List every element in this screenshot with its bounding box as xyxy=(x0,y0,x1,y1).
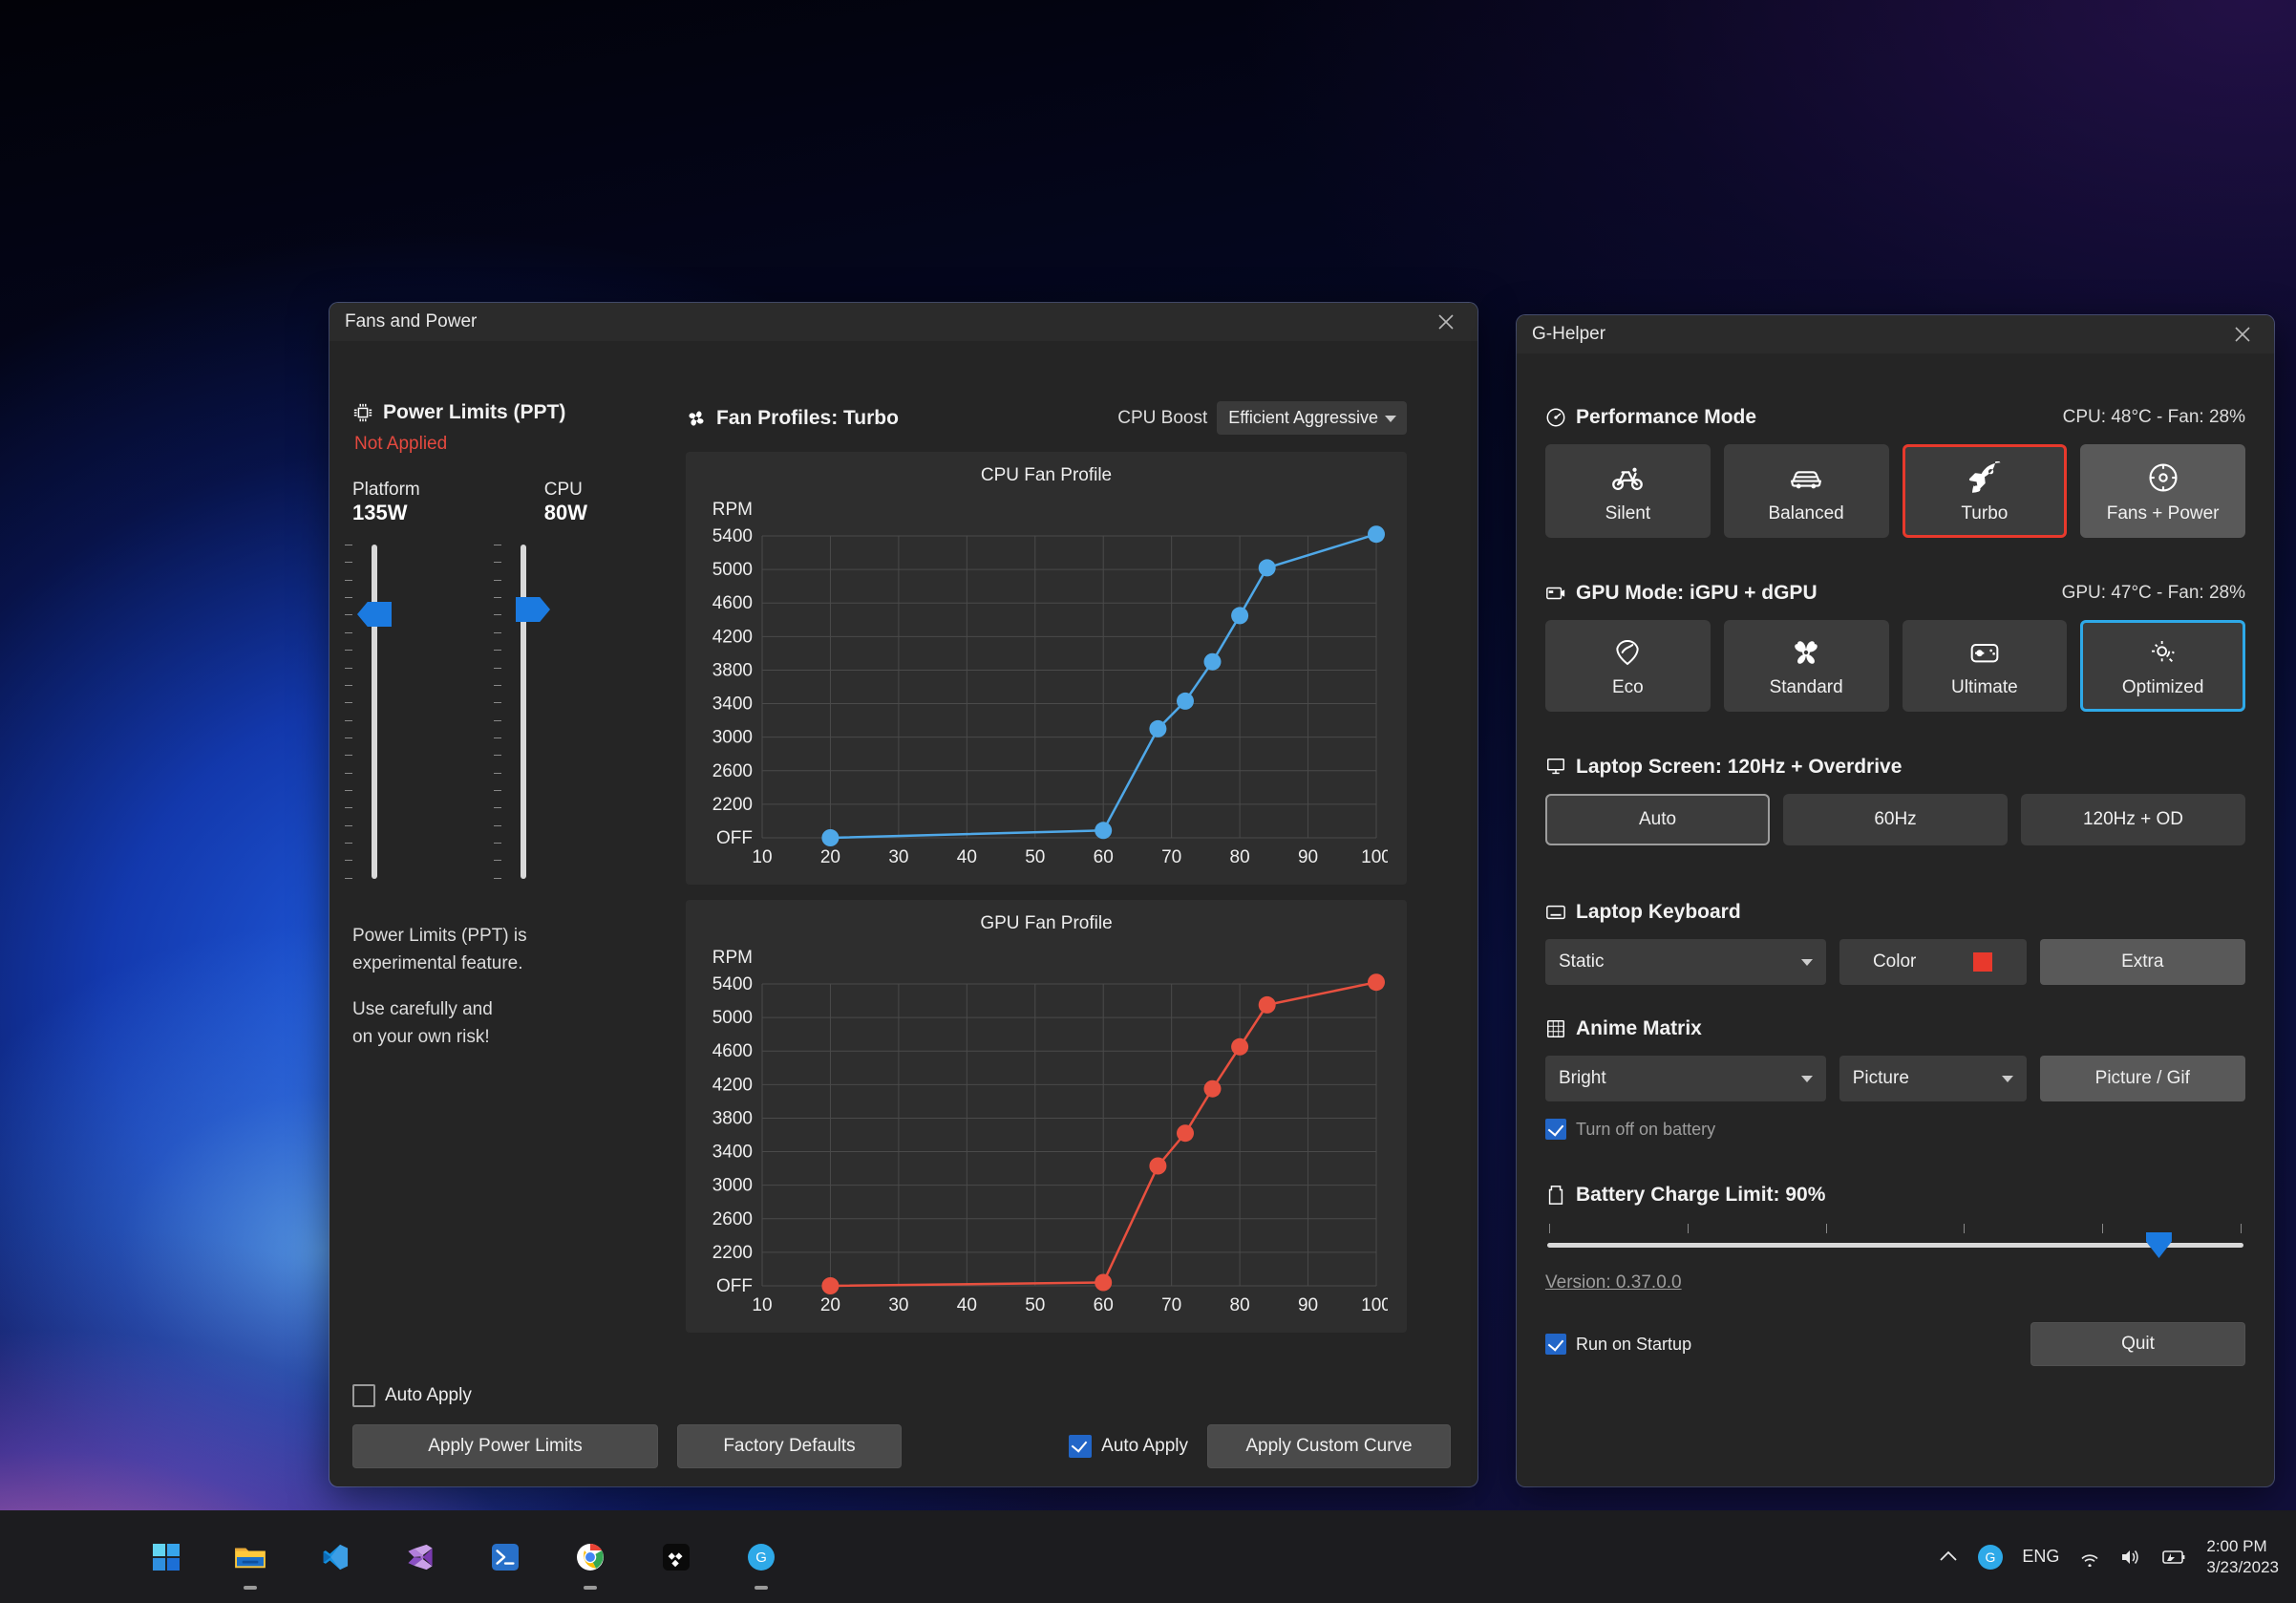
svg-text:30: 30 xyxy=(888,847,908,867)
svg-text:90: 90 xyxy=(1298,847,1318,867)
svg-text:40: 40 xyxy=(957,1295,977,1315)
svg-text:3000: 3000 xyxy=(712,728,753,748)
svg-text:3000: 3000 xyxy=(712,1176,753,1196)
svg-text:G: G xyxy=(755,1550,767,1566)
svg-text:2600: 2600 xyxy=(712,761,753,781)
svg-text:OFF: OFF xyxy=(716,1276,753,1296)
svg-text:2600: 2600 xyxy=(712,1209,753,1229)
svg-text:2200: 2200 xyxy=(712,795,753,815)
svg-text:3400: 3400 xyxy=(712,1143,753,1163)
svg-text:20: 20 xyxy=(820,1295,840,1315)
svg-text:4600: 4600 xyxy=(712,1041,753,1061)
svg-text:60: 60 xyxy=(1094,847,1114,867)
svg-text:3400: 3400 xyxy=(712,695,753,715)
svg-text:5400: 5400 xyxy=(712,526,753,546)
svg-text:90: 90 xyxy=(1298,1295,1318,1315)
svg-text:4200: 4200 xyxy=(712,627,753,647)
svg-text:70: 70 xyxy=(1161,1295,1181,1315)
svg-text:80: 80 xyxy=(1230,1295,1250,1315)
svg-text:100: 100 xyxy=(1361,847,1388,867)
svg-text:30: 30 xyxy=(888,1295,908,1315)
svg-text:10: 10 xyxy=(752,847,772,867)
svg-text:2200: 2200 xyxy=(712,1243,753,1263)
svg-text:40: 40 xyxy=(957,847,977,867)
svg-text:G: G xyxy=(1986,1550,1996,1565)
svg-text:50: 50 xyxy=(1025,847,1045,867)
svg-text:70: 70 xyxy=(1161,847,1181,867)
svg-text:5000: 5000 xyxy=(712,1008,753,1028)
svg-text:RPM: RPM xyxy=(712,948,753,968)
svg-text:80: 80 xyxy=(1230,847,1250,867)
svg-text:3800: 3800 xyxy=(712,660,753,680)
svg-text:5400: 5400 xyxy=(712,974,753,994)
svg-text:4600: 4600 xyxy=(712,593,753,613)
svg-text:100: 100 xyxy=(1361,1295,1388,1315)
svg-text:60: 60 xyxy=(1094,1295,1114,1315)
svg-text:RPM: RPM xyxy=(712,500,753,520)
svg-text:OFF: OFF xyxy=(716,828,753,848)
svg-text:10: 10 xyxy=(752,1295,772,1315)
svg-text:50: 50 xyxy=(1025,1295,1045,1315)
svg-text:4200: 4200 xyxy=(712,1075,753,1095)
svg-text:3800: 3800 xyxy=(712,1108,753,1128)
svg-text:20: 20 xyxy=(820,847,840,867)
svg-text:5000: 5000 xyxy=(712,560,753,580)
